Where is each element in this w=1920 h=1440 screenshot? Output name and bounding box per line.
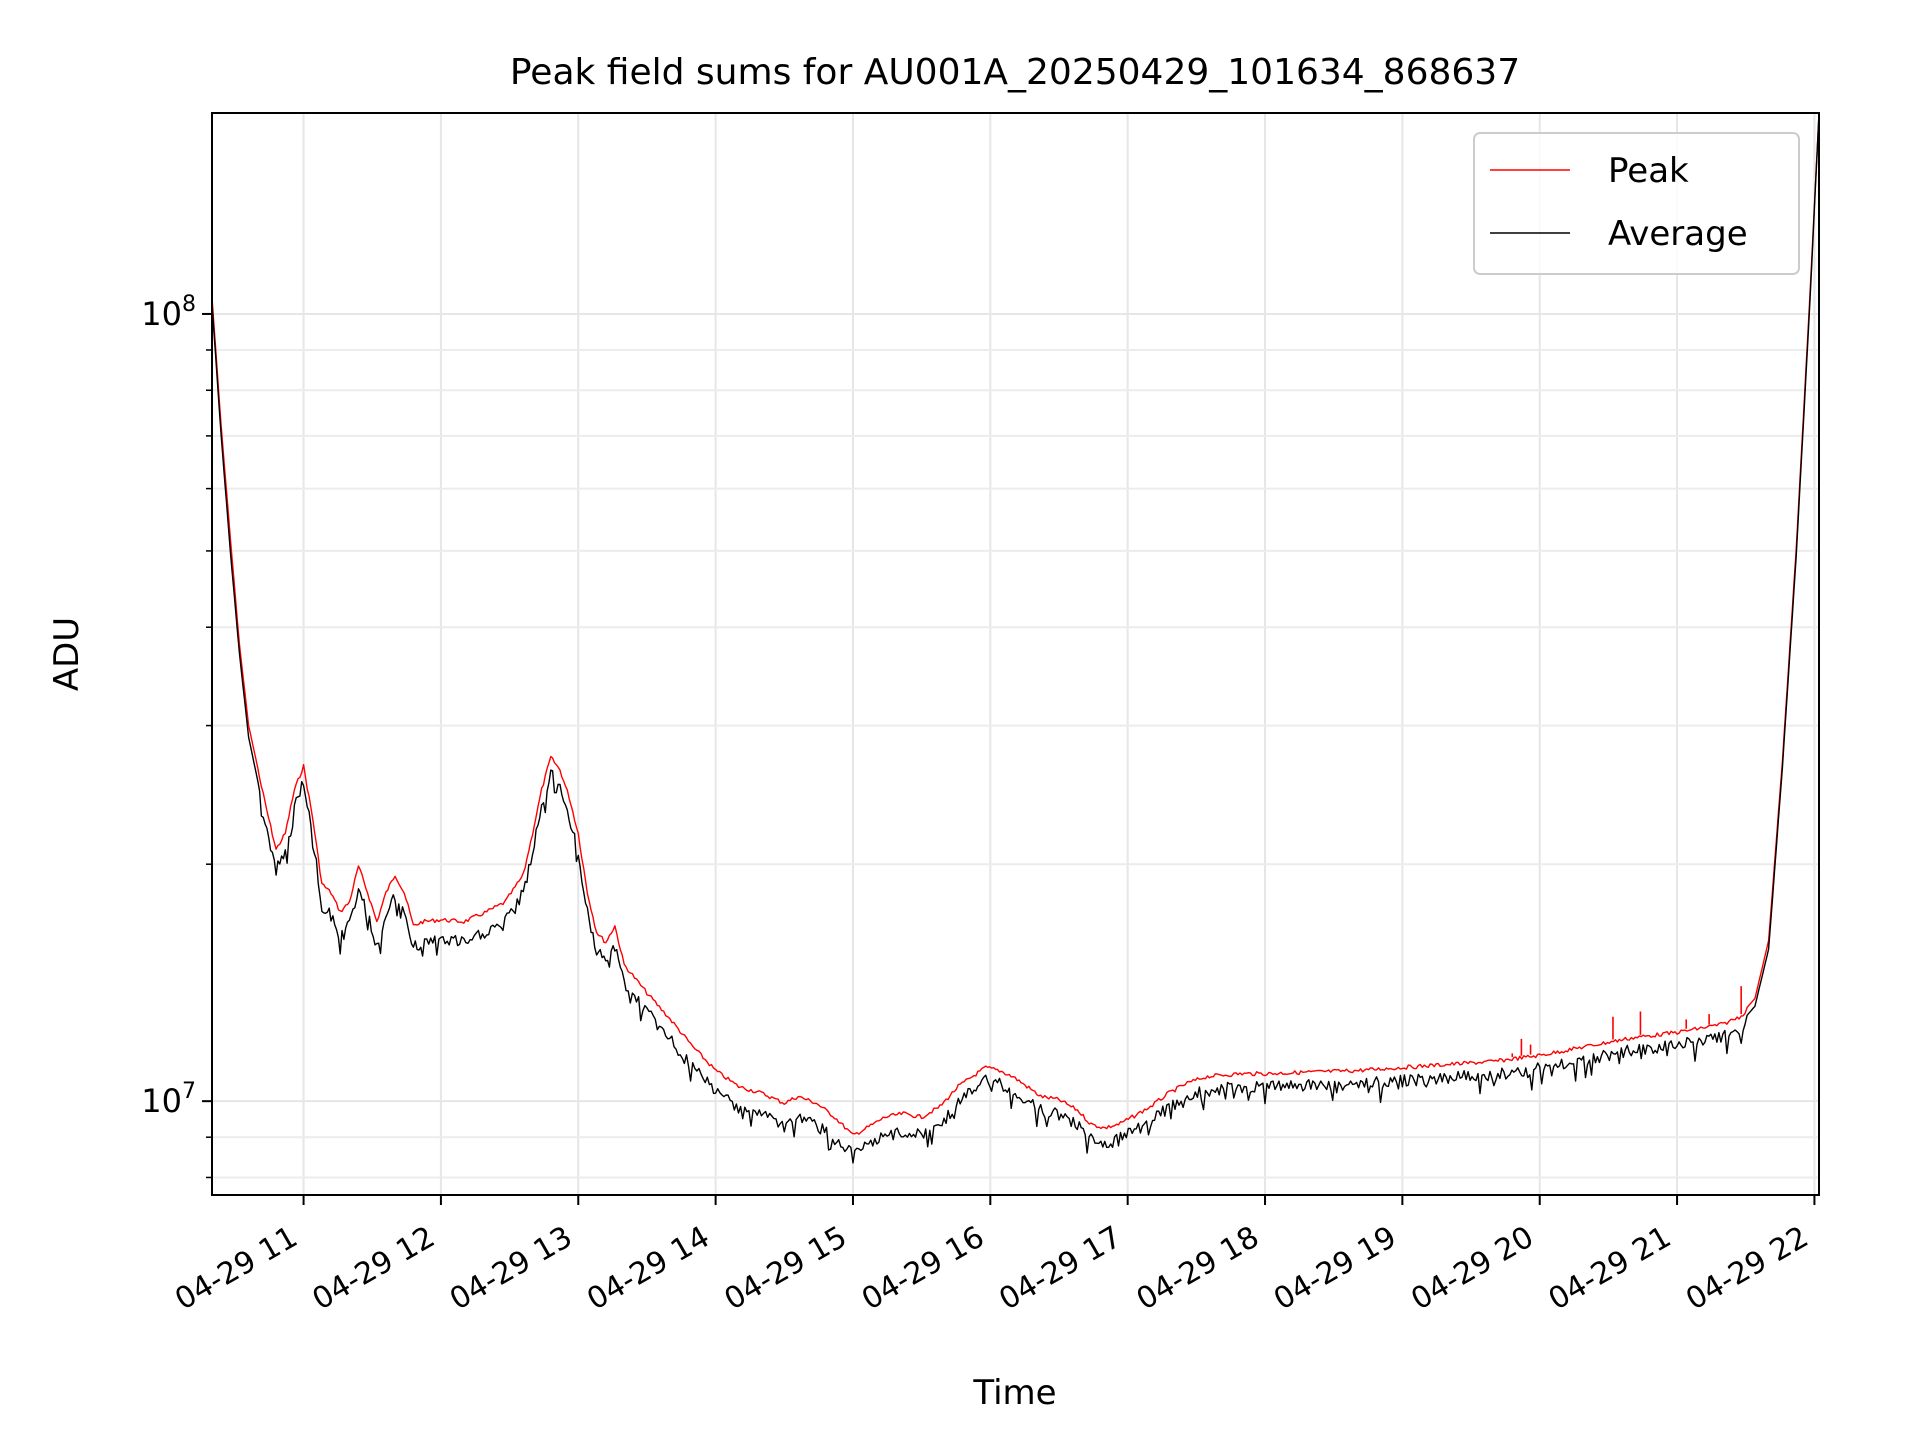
- series-layer: [211, 112, 1820, 1164]
- y-axis-label: ADU: [47, 617, 87, 691]
- legend: Peak Average: [1473, 132, 1800, 275]
- legend-label-peak: Peak: [1608, 151, 1689, 191]
- chart-title: Peak field sums for AU001A_20250429_1016…: [510, 52, 1520, 93]
- legend-label-average: Average: [1608, 214, 1748, 254]
- y-axis: 107 108: [141, 292, 212, 1179]
- series-line-peak: [211, 112, 1820, 1135]
- legend-box: [1473, 132, 1800, 275]
- y-tick-label: 108: [141, 292, 196, 333]
- x-axis-label: Time: [972, 1373, 1056, 1413]
- series-line-average: [211, 112, 1820, 1164]
- grid: [212, 113, 1819, 1195]
- plot-frame: [211, 112, 1820, 1196]
- y-tick-label: 107: [141, 1079, 196, 1120]
